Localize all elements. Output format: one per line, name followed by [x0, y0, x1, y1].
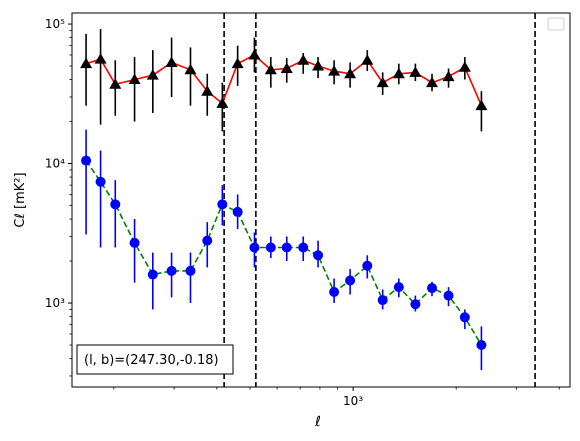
- data-point: [147, 269, 158, 280]
- axes-frame: [71, 12, 571, 388]
- data-point: [94, 53, 107, 64]
- data-point: [298, 242, 309, 253]
- x-axis-label: ℓ: [314, 414, 321, 430]
- data-point: [426, 76, 439, 88]
- data-point: [442, 70, 455, 82]
- data-point: [165, 56, 178, 68]
- annotation-text: (l, b)=(247.30,-0.18): [84, 353, 219, 368]
- data-point: [344, 67, 357, 79]
- data-point: [201, 85, 214, 96]
- data-point: [80, 57, 93, 69]
- data-point: [249, 242, 260, 253]
- y-axis-label: Cℓ [mK²]: [13, 172, 28, 227]
- data-point: [248, 48, 261, 60]
- data-point: [476, 340, 487, 351]
- data-point: [329, 286, 340, 297]
- data-point: [146, 69, 159, 80]
- plot-area: [80, 13, 536, 387]
- x-tick-label: 10³: [343, 394, 363, 408]
- data-point: [184, 63, 197, 75]
- series-line: [85, 160, 483, 346]
- data-point: [362, 260, 373, 271]
- data-point: [345, 275, 356, 286]
- axis-ticks: 10³ 10³ 10⁴ 10⁵: [45, 17, 560, 408]
- data-point: [459, 312, 470, 323]
- data-point: [265, 242, 276, 253]
- series-line: [85, 54, 483, 106]
- data-point: [81, 155, 92, 166]
- legend-box: [547, 17, 565, 31]
- data-point: [410, 299, 421, 310]
- data-point: [376, 76, 389, 88]
- data-point: [95, 176, 106, 187]
- y-tick-label: 10³: [45, 296, 65, 310]
- data-point: [110, 199, 121, 210]
- annotation-box: (l, b)=(247.30,-0.18): [76, 344, 234, 375]
- data-point: [361, 54, 374, 65]
- data-point: [393, 282, 404, 293]
- y-tick-label: 10⁵: [45, 17, 65, 31]
- data-point: [232, 206, 243, 217]
- data-point: [128, 73, 141, 85]
- data-point: [202, 235, 213, 246]
- data-point: [281, 242, 292, 253]
- data-point: [313, 250, 324, 261]
- data-point: [185, 265, 196, 276]
- data-point: [458, 61, 471, 72]
- data-point: [377, 295, 388, 306]
- data-point: [109, 78, 122, 89]
- data-point: [475, 99, 488, 111]
- data-point: [217, 199, 228, 210]
- data-point: [264, 63, 277, 75]
- data-point: [409, 66, 422, 77]
- data-point: [427, 283, 438, 294]
- data-point: [443, 290, 454, 301]
- data-point: [392, 67, 405, 79]
- data-point: [280, 62, 293, 74]
- y-tick-label: 10⁴: [45, 157, 65, 171]
- data-point: [328, 65, 341, 76]
- data-point: [297, 54, 310, 65]
- data-point: [312, 60, 325, 71]
- data-point: [231, 57, 244, 69]
- data-point: [166, 265, 177, 276]
- data-point: [129, 237, 140, 248]
- data-point: [216, 97, 229, 108]
